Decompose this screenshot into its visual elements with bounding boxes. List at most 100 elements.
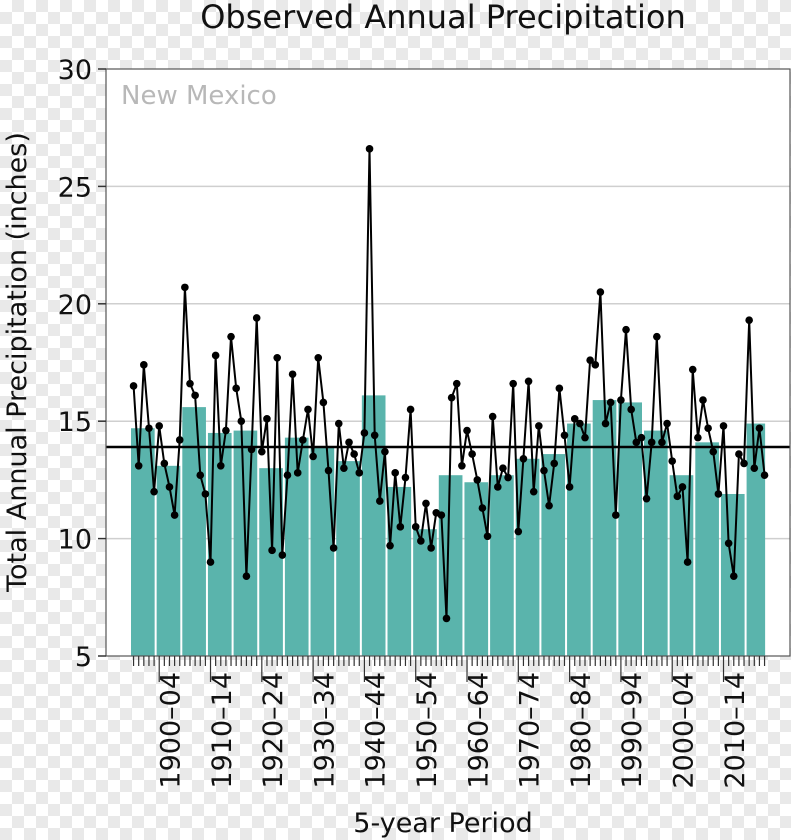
data-point	[216, 462, 225, 470]
data-point	[642, 494, 651, 503]
data-point	[406, 405, 415, 414]
data-point	[714, 490, 723, 498]
data-point	[391, 469, 399, 477]
data-point	[309, 452, 317, 461]
x-tick-label: 1980–84	[566, 672, 597, 789]
data-point	[729, 572, 738, 580]
data-point	[401, 473, 410, 482]
data-point	[227, 332, 235, 341]
data-point	[637, 433, 646, 442]
data-point	[555, 384, 564, 393]
data-point	[417, 537, 425, 545]
data-point	[196, 471, 205, 480]
data-point	[268, 546, 276, 555]
data-point	[437, 511, 446, 519]
data-point	[288, 370, 297, 379]
data-point	[129, 382, 138, 390]
data-point	[340, 464, 348, 472]
bar	[464, 482, 489, 656]
x-tick-label: 1910–14	[207, 672, 238, 789]
data-point	[150, 487, 158, 496]
data-point	[396, 523, 405, 531]
data-point	[586, 356, 594, 364]
data-point	[386, 541, 394, 550]
data-point	[324, 466, 333, 475]
data-point	[735, 450, 743, 458]
bar	[746, 423, 766, 656]
annual-series	[129, 145, 769, 623]
data-point	[442, 614, 451, 623]
y-tick-label: 15	[58, 407, 92, 438]
data-point	[606, 398, 615, 407]
data-point	[709, 447, 718, 456]
data-point	[458, 462, 466, 470]
data-point	[576, 419, 584, 428]
data-point	[252, 314, 261, 322]
data-point	[222, 426, 230, 435]
data-point	[719, 422, 728, 430]
bar	[515, 458, 540, 656]
data-point	[647, 438, 656, 447]
data-point	[658, 438, 666, 447]
data-point	[493, 483, 502, 491]
data-point	[540, 466, 548, 475]
bar	[592, 400, 617, 656]
bar	[361, 395, 386, 656]
x-tick-label: 1900–04	[156, 672, 187, 789]
data-point	[499, 464, 507, 472]
data-point	[570, 415, 579, 423]
data-point	[601, 419, 610, 428]
bar	[310, 447, 335, 656]
y-tick-label: 10	[58, 525, 92, 556]
data-point	[186, 379, 194, 388]
data-point	[683, 558, 692, 566]
data-point	[211, 351, 220, 360]
data-point	[350, 450, 358, 458]
data-point	[155, 422, 164, 430]
data-point	[473, 476, 482, 484]
data-point	[299, 436, 307, 444]
data-point	[145, 424, 153, 433]
bar	[182, 407, 206, 656]
data-point	[191, 391, 199, 400]
data-point	[535, 422, 543, 430]
data-point	[468, 450, 476, 458]
chart-title: Observed Annual Precipitation	[200, 0, 686, 36]
data-point	[201, 490, 210, 498]
data-point	[232, 384, 240, 393]
x-tick-label: 2000–04	[669, 672, 700, 789]
data-point	[519, 454, 528, 463]
data-point	[304, 405, 312, 414]
data-point	[755, 424, 764, 433]
bar	[438, 475, 463, 656]
bar	[413, 529, 437, 656]
data-point	[591, 361, 600, 369]
data-point	[504, 473, 512, 482]
data-point	[550, 459, 559, 468]
x-tick-label: 1950–54	[412, 672, 443, 789]
bar	[259, 468, 283, 656]
data-point	[181, 283, 189, 292]
data-point	[617, 396, 625, 404]
x-tick-label: 1930–34	[309, 672, 340, 789]
data-point	[745, 316, 753, 325]
data-point	[242, 572, 251, 580]
data-point	[663, 419, 671, 428]
panel-label: New Mexico	[121, 81, 277, 111]
data-point	[247, 445, 256, 454]
y-tick-label: 30	[58, 55, 92, 86]
x-axis-label: 5-year Period	[353, 808, 532, 839]
series-line	[132, 147, 766, 620]
x-tick-label: 1970–74	[515, 672, 546, 789]
bar	[669, 475, 694, 656]
data-point	[463, 426, 471, 435]
data-point	[345, 438, 353, 447]
data-point	[627, 405, 635, 414]
data-point	[611, 511, 620, 519]
x-axis: 1900–04 1910–14 1920–24 1930–34 1940–44 1950–…	[132, 656, 766, 789]
data-point	[704, 424, 712, 433]
data-point	[273, 354, 282, 362]
bar	[284, 437, 309, 656]
x-tick-label: 1990–94	[617, 672, 648, 789]
data-point	[524, 377, 533, 386]
